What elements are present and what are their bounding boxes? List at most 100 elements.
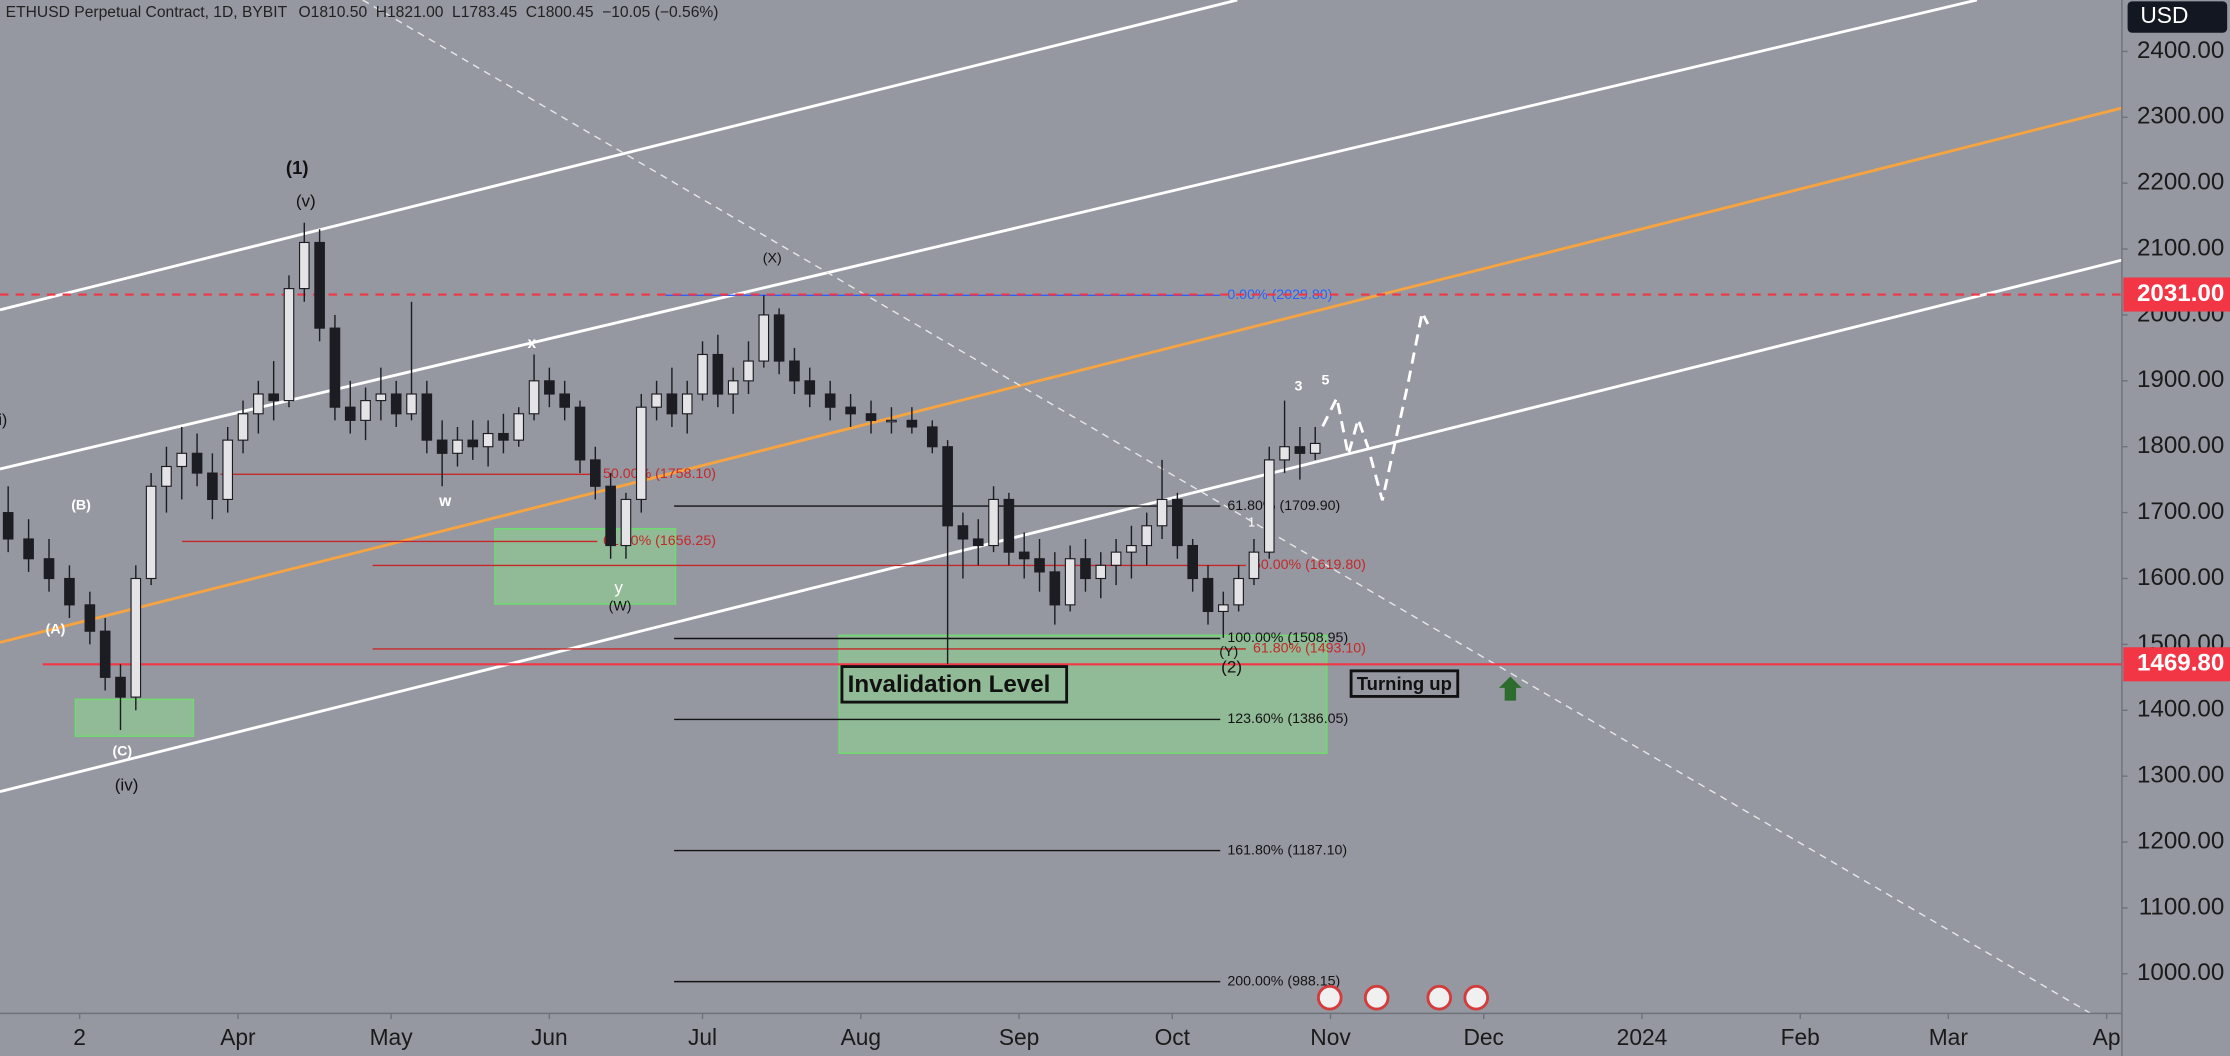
y-tick-label: 2100.00: [2137, 234, 2224, 261]
candle-body: [498, 432, 509, 441]
symbol: ETHUSD Perpetual Contract, 1D, BYBIT: [6, 4, 288, 21]
box-label: Turning up: [1357, 673, 1452, 694]
channel-line: [0, 0, 1238, 312]
fib-label: 200.00% (988.15): [1227, 973, 1340, 989]
event-icon[interactable]: [1363, 984, 1390, 1011]
candle-body: [1294, 446, 1306, 454]
wave-label: 3: [1295, 378, 1303, 394]
x-tick-label: May: [370, 1024, 414, 1050]
candle-body: [43, 558, 55, 580]
fib-label: 61.80% (1493.10): [1253, 641, 1366, 657]
candle-body: [1248, 551, 1260, 580]
trend-line: [362, 0, 2091, 1014]
candle-body: [314, 241, 325, 329]
ohlc-low: L1783.45: [452, 4, 518, 21]
candle-body: [222, 439, 234, 501]
box-label: Invalidation Level: [848, 671, 1051, 698]
event-icon[interactable]: [1426, 984, 1453, 1011]
candle-body: [1049, 571, 1061, 606]
candle-body: [1064, 558, 1076, 606]
candle-body: [130, 577, 142, 698]
y-tick-label: 1700.00: [2137, 498, 2224, 525]
candle-body: [666, 393, 678, 415]
candle-body: [773, 314, 785, 362]
candle-body: [988, 498, 999, 547]
currency-label: USD: [2140, 2, 2188, 28]
candle-body: [452, 439, 463, 454]
candle-body: [1202, 577, 1214, 613]
text-box: [840, 665, 1069, 704]
candle-body: [865, 413, 877, 421]
candle-body: [1018, 551, 1030, 560]
y-tick-label: 1800.00: [2137, 432, 2224, 459]
candle-body: [268, 393, 279, 402]
candle-body: [253, 393, 264, 415]
candle-body: [237, 413, 249, 441]
wave-label: (Y): [1219, 644, 1238, 660]
candle-body: [804, 380, 816, 395]
y-tick-label: 1400.00: [2137, 696, 2224, 723]
x-tick-label: Sep: [999, 1024, 1039, 1050]
candle-body: [1095, 564, 1107, 580]
price-label-box: [2123, 277, 2230, 312]
channel-line: [0, 0, 1978, 471]
candle-body: [957, 525, 969, 540]
candle-body: [789, 360, 800, 382]
candle-body: [329, 327, 341, 408]
wave-label: 5: [1322, 373, 1330, 389]
wave-label: i): [0, 412, 7, 429]
candle-body: [544, 380, 555, 395]
zone: [494, 528, 677, 605]
price-label: 2031.00: [2137, 280, 2224, 307]
zone: [838, 634, 1328, 754]
x-tick-label: Apr: [220, 1024, 256, 1050]
candle-body: [176, 452, 188, 468]
wave-label: 1: [1248, 514, 1255, 529]
candle-body: [390, 393, 402, 415]
wave-label: (v): [296, 191, 316, 210]
x-tick-label: 2024: [1617, 1024, 1668, 1050]
candle-body: [574, 406, 586, 461]
y-tick-label: 2300.00: [2137, 103, 2224, 130]
wave-label: (W): [609, 599, 632, 615]
candle-body: [1187, 544, 1198, 580]
y-tick-label: 1300.00: [2137, 762, 2224, 789]
ohlc-high: H1821.00: [376, 4, 444, 21]
fib-label: 61.80% (1709.90): [1227, 498, 1340, 514]
candle-body: [1233, 577, 1244, 606]
candle-body: [1156, 498, 1168, 527]
zone: [74, 698, 195, 737]
candle-body: [1126, 544, 1137, 553]
fib-label: 0.00% (2029.80): [1227, 287, 1332, 303]
ohlc-change: −10.05 (−0.56%): [602, 4, 718, 21]
candle-body: [605, 485, 616, 547]
x-tick-label: Jul: [688, 1024, 717, 1050]
y-tick-label: 1200.00: [2137, 827, 2224, 854]
y-tick-label: 1900.00: [2137, 366, 2224, 393]
event-icon[interactable]: [1463, 984, 1490, 1011]
arrow-up: [1498, 676, 1522, 701]
candle-body: [651, 393, 662, 408]
fib-label: 50.00% (1758.10): [603, 466, 716, 482]
candle-body: [528, 380, 540, 415]
candle-body: [1309, 442, 1321, 454]
candle-body: [1003, 498, 1015, 553]
wave-label: (2): [1221, 657, 1242, 676]
wave-label: 3): [0, 458, 1, 474]
y-tick-label: 1000.00: [2137, 959, 2224, 986]
x-tick-label: Dec: [1463, 1024, 1503, 1050]
y-tick-label: 2200.00: [2137, 169, 2224, 196]
candle-body: [513, 413, 525, 441]
candle-body: [1279, 446, 1290, 461]
candle-body: [344, 406, 356, 421]
candle-body: [727, 380, 739, 395]
candle-body: [207, 472, 218, 501]
candle-body: [743, 360, 754, 382]
x-tick-label: Jun: [531, 1024, 568, 1050]
candle-body: [360, 400, 371, 421]
header: ETHUSD Perpetual Contract, 1D, BYBIT O181…: [6, 4, 719, 21]
y-tick-label: 1100.00: [2139, 893, 2225, 920]
candle-body: [906, 419, 918, 428]
candle-body: [161, 465, 172, 487]
